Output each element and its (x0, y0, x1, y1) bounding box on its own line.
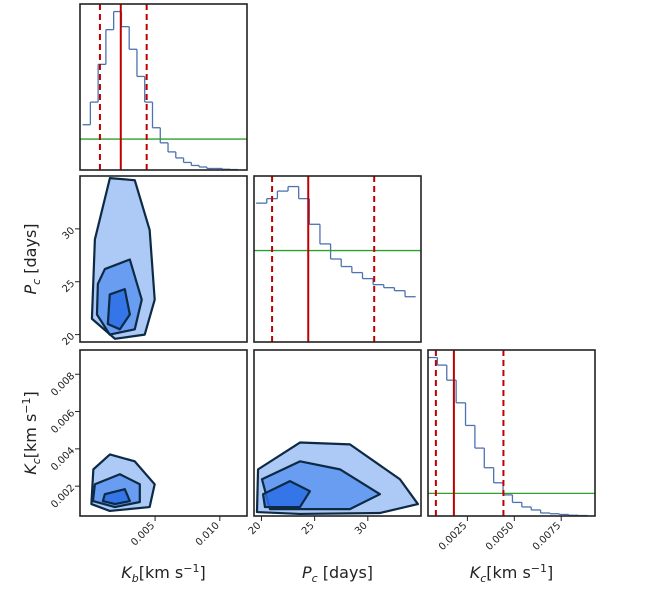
axis-label-superscript: −1 (20, 397, 33, 413)
axis-label-unit: [km s (139, 563, 184, 582)
panel (253, 175, 422, 343)
axis-label-symbol: P (21, 285, 40, 295)
axis-label-unit: [km s (21, 414, 40, 459)
panel (79, 3, 248, 171)
axis-label-subscript: c (30, 279, 43, 285)
axis-label-symbol: K (470, 563, 482, 582)
panel-plot (90, 177, 156, 340)
panel-plot (428, 350, 595, 516)
axis-label: Kb[km s−1] (121, 562, 205, 585)
x-tick-label: 0.0050 (484, 520, 517, 553)
axis-label-unit: [days] (318, 563, 373, 582)
y-tick-label: 25 (60, 278, 77, 295)
x-tick-label: 20 (247, 520, 264, 537)
x-tick-label: 0.010 (194, 520, 222, 548)
axis-label-superscript: −1 (183, 562, 199, 575)
x-tick-label: 0.005 (129, 520, 157, 548)
y-tick-label: 0.008 (49, 371, 77, 399)
y-tick-label: 0.002 (49, 483, 77, 511)
axis-label-end: ] (547, 563, 553, 582)
axis-label-end: ] (199, 563, 205, 582)
panel-plot (90, 453, 156, 513)
axis-label-subscript: c (312, 572, 318, 585)
panel-frame (253, 349, 422, 517)
y-tick-label: 0.006 (49, 408, 77, 436)
panel: 0.0025 0.0050 0.0075 Kc[km s−1] (427, 349, 596, 585)
axis-label-subscript: c (480, 572, 486, 585)
axis-label: Kc[km s−1] (470, 562, 554, 585)
y-tick-label: 0.004 (49, 445, 77, 473)
axis-label-symbol: K (121, 563, 133, 582)
panel-frame (79, 349, 248, 517)
panel-frame (79, 175, 248, 343)
axis-label-symbol: P (302, 563, 312, 582)
panel-frame (79, 3, 248, 171)
axis-label-unit: [days] (21, 223, 40, 278)
axis-label-subscript: c (30, 458, 43, 464)
axis-label-superscript: −1 (531, 562, 547, 575)
panel: 20 25 30 Pc [days] (247, 349, 422, 585)
x-tick-label: 30 (353, 520, 370, 537)
axis-label-unit: [km s (486, 563, 531, 582)
y-tick-label: 30 (60, 225, 77, 242)
y-tick-label: 20 (60, 331, 77, 348)
x-tick-label: 0.0075 (531, 520, 564, 553)
panel-plot (254, 176, 421, 342)
panel-plot (80, 4, 247, 170)
x-tick-label: 25 (300, 520, 317, 537)
panel: 20 25 30 Pc [days] (21, 175, 248, 348)
panel-frame (253, 175, 422, 343)
panel-plot (255, 441, 420, 516)
panel-frame (427, 349, 596, 517)
axis-label-subscript: b (132, 572, 139, 585)
contour (261, 480, 312, 509)
axis-label-symbol: K (21, 463, 40, 475)
axis-label: Kc[km s−1] (20, 391, 43, 475)
x-tick-label: 0.0025 (437, 520, 470, 553)
axis-label-end: ] (21, 391, 40, 397)
contour (101, 488, 131, 506)
contour (106, 288, 131, 331)
axis-label: Pc [days] (21, 223, 43, 294)
axis-label: Pc [days] (302, 563, 373, 585)
